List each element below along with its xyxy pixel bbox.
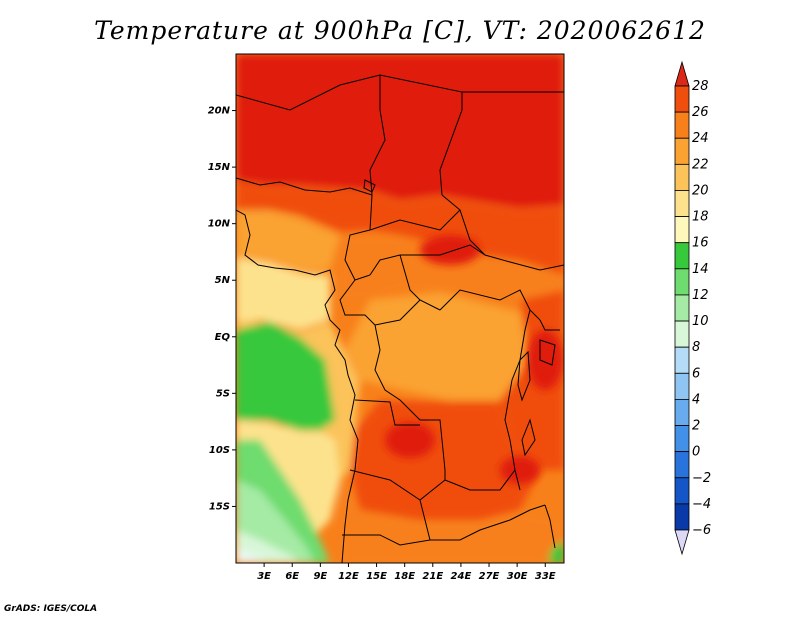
lat-tick-label: 10N [208,219,231,230]
country-borders [236,74,564,563]
lon-tick-label: 33E [535,571,556,582]
lat-tick-label: EQ [215,332,231,343]
lon-tick-label: 24E [451,571,472,582]
lon-tick-label: 12E [338,571,359,582]
colorbar-segment [674,346,690,374]
colorbar-bottom-triangle [674,529,690,556]
lat-tick-label: 20N [208,106,231,117]
colorbar-label: 28 [692,79,709,94]
lat-tick-label: 10S [209,445,230,456]
colorbar-segment [674,190,690,217]
lon-tick-label: 30E [507,571,528,582]
colorbar-label: 6 [692,366,700,381]
lon-tick-label: 9E [313,571,327,582]
colorbar-label: 8 [692,340,700,355]
colorbar-label: −2 [692,471,711,486]
temperature-field [236,54,564,563]
colorbar-label: 12 [692,288,709,303]
colorbar-label: −6 [692,523,711,538]
colorbar-label: 14 [692,262,709,277]
colorbar-label: −4 [692,497,711,512]
lat-tick-label: 5S [216,388,230,399]
colorbar-label: 24 [692,131,709,146]
colorbar-segment [674,320,690,348]
lon-tick-label: 27E [479,571,500,582]
colorbar-segment [674,425,690,453]
colorbar-label: 18 [692,210,709,225]
colorbar-label: 4 [692,392,700,407]
colorbar-segment [674,137,690,165]
colorbar-segment [674,477,690,505]
colorbar-segment [674,399,690,426]
colorbar-segment [674,242,690,270]
chart-title: Temperature at 900hPa [C], VT: 202006261… [94,16,706,45]
lon-tick-label: 18E [394,571,415,582]
lon-tick-label: 6E [285,571,299,582]
colorbar-segment [674,268,690,296]
colorbar-label: 16 [692,236,709,251]
colorbar-label: 0 [692,445,700,460]
colorbar-segment [674,294,690,322]
colorbar-label: 20 [692,183,709,198]
lon-tick-label: 3E [257,571,271,582]
colorbar-label: 22 [692,157,709,172]
colorbar-label: 26 [692,105,709,120]
lat-axis: 20N 15N 10N 5N EQ 5S 10S 15S [208,106,236,512]
map-frame [235,53,565,564]
colorbar-segment [674,451,690,479]
lon-tick-label: 15E [366,571,387,582]
colorbar-segment [674,111,690,139]
colorbar-segment [674,503,690,531]
lat-tick-label: 15S [209,501,230,512]
colorbar-segment [674,85,690,113]
colorbar-top-triangle [674,60,690,87]
lon-tick-label: 21E [422,571,443,582]
colorbar-segment [674,372,690,400]
lon-axis: 3E 6E 9E 12E 15E 18E 21E 24E 27E 30E 33E [257,563,556,582]
colorbar-segment [674,163,690,191]
colorbar-label: 10 [692,314,709,329]
colorbar-label: 2 [692,419,700,434]
lat-tick-label: 15N [208,162,231,173]
credit-label: GrADS: IGES/COLA [4,604,98,614]
colorbar-segment [674,216,690,244]
lat-tick-label: 5N [215,275,231,286]
